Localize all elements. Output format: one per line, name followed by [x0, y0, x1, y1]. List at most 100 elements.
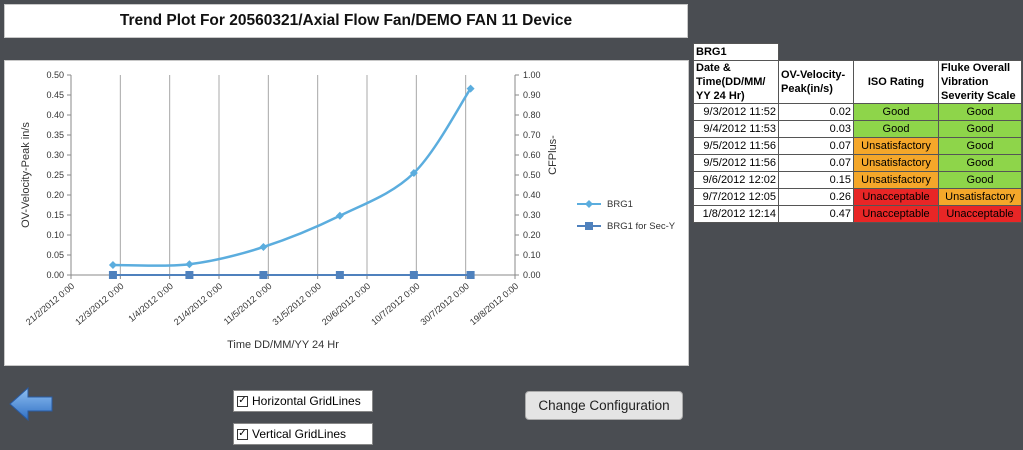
y-tick-label: 0.45 [46, 90, 64, 100]
y-tick-label: 0.00 [46, 270, 64, 280]
cell-datetime: 9/5/2012 11:56 [693, 137, 779, 155]
y-tick-label: 0.10 [46, 230, 64, 240]
cell-velocity: 0.03 [778, 120, 854, 138]
table-header-row: Date & Time(DD/MM/ YY 24 Hr) OV-Velocity… [693, 60, 1022, 104]
x-tick-label: 20/6/2012 0:00 [320, 281, 372, 327]
cell-velocity: 0.02 [778, 103, 854, 121]
data-point-brg1-sec-y [409, 271, 418, 279]
cell-iso-rating: Unsatisfactory [853, 154, 939, 172]
x-axis-label: Time DD/MM/YY 24 Hr [227, 339, 339, 351]
y2-tick-label: 0.00 [523, 270, 541, 280]
y-tick-label: 0.50 [46, 70, 64, 80]
header-datetime: Date & Time(DD/MM/ YY 24 Hr) [693, 60, 779, 104]
vertical-gridlines-checkbox[interactable]: ✓ Vertical GridLines [233, 423, 373, 445]
vertical-gridlines-label: Vertical GridLines [252, 427, 347, 441]
cell-datetime: 9/6/2012 12:02 [693, 171, 779, 189]
data-point-brg1-sec-y [335, 271, 344, 279]
data-point-brg1-sec-y [259, 271, 268, 279]
cell-iso-rating: Unacceptable [853, 205, 939, 223]
x-tick-label: 10/7/2012 0:00 [369, 281, 421, 327]
header-iso: ISO Rating [853, 60, 939, 104]
horizontal-gridlines-label: Horizontal GridLines [252, 394, 361, 408]
y2-tick-label: 0.10 [523, 250, 541, 260]
change-configuration-button[interactable]: Change Configuration [525, 391, 683, 420]
back-arrow-icon[interactable] [8, 386, 54, 422]
data-point-brg1 [108, 261, 117, 269]
header-velocity: OV-Velocity- Peak(in/s) [778, 60, 854, 104]
table-title: BRG1 [693, 43, 779, 61]
y2-tick-label: 0.20 [523, 230, 541, 240]
readings-table: BRG1 Date & Time(DD/MM/ YY 24 Hr) OV-Vel… [693, 43, 1022, 223]
cell-fluke-rating: Good [938, 103, 1022, 121]
y-tick-label: 0.15 [46, 210, 64, 220]
data-point-brg1 [259, 243, 268, 251]
legend-marker-brg1-sec-y [585, 222, 593, 230]
legend-label-brg1: BRG1 [607, 199, 633, 210]
table-row: 9/7/2012 12:05 0.26 Unacceptable Unsatisfac… [693, 188, 1022, 206]
header-fluke: Fluke Overall Vibration Severity Scale [938, 60, 1022, 104]
data-point-brg1-sec-y [108, 271, 117, 279]
data-point-brg1-sec-y [185, 271, 194, 279]
horizontal-gridlines-checkbox[interactable]: ✓ Horizontal GridLines [233, 390, 373, 412]
table-row: 1/8/2012 12:14 0.47 Unacceptable Unacceptab… [693, 205, 1022, 223]
y2-tick-label: 0.80 [523, 110, 541, 120]
data-point-brg1 [335, 211, 344, 220]
y-tick-label: 0.30 [46, 150, 64, 160]
cell-velocity: 0.26 [778, 188, 854, 206]
data-point-brg1 [185, 260, 194, 269]
cell-iso-rating: Unsatisfactory [853, 137, 939, 155]
cell-fluke-rating: Good [938, 120, 1022, 138]
x-tick-label: 31/5/2012 0:00 [271, 281, 323, 327]
cell-fluke-rating: Good [938, 137, 1022, 155]
series-line-brg1 [112, 87, 472, 267]
cell-velocity: 0.07 [778, 137, 854, 155]
trend-chart-svg: 0.00 0.05 0.10 0.15 0.20 0.25 0.30 0.35 0.40 0.45… [20, 70, 676, 351]
y-tick-label: 0.40 [46, 110, 64, 120]
y2-tick-label: 0.70 [523, 130, 541, 140]
cell-datetime: 9/4/2012 11:53 [693, 120, 779, 138]
y2-tick-label: 0.50 [523, 170, 541, 180]
y-tick-label: 0.35 [46, 130, 64, 140]
data-point-brg1-sec-y [466, 271, 475, 279]
checkbox-check-icon[interactable]: ✓ [237, 427, 248, 440]
y2-tick-label: 1.00 [523, 70, 541, 80]
cell-fluke-rating: Good [938, 171, 1022, 189]
cell-fluke-rating: Unacceptable [938, 205, 1022, 223]
y-tick-label: 0.25 [46, 170, 64, 180]
table-row: 9/6/2012 12:02 0.15 Unsatisfactory Good [693, 171, 1022, 189]
y2-tick-label: 0.90 [523, 90, 541, 100]
x-tick-label: 19/8/2012 0:00 [468, 281, 520, 327]
x-tick-label: 30/7/2012 0:00 [419, 281, 471, 327]
cell-iso-rating: Good [853, 103, 939, 121]
x-tick-label: 21/2/2012 0:00 [24, 281, 76, 327]
x-tick-label: 12/3/2012 0:00 [73, 281, 125, 327]
data-point-brg1 [466, 84, 475, 93]
cell-datetime: 1/8/2012 12:14 [693, 205, 779, 223]
y-tick-label: 0.20 [46, 190, 64, 200]
trend-chart: 0.00 0.05 0.10 0.15 0.20 0.25 0.30 0.35 0.40 0.45… [4, 60, 689, 366]
cell-velocity: 0.47 [778, 205, 854, 223]
checkbox-check-icon[interactable]: ✓ [237, 394, 248, 407]
y-tick-label: 0.05 [46, 250, 64, 260]
y2-tick-label: 0.30 [523, 210, 541, 220]
table-row: 9/3/2012 11:52 0.02 Good Good [693, 103, 1022, 121]
cell-iso-rating: Unsatisfactory [853, 171, 939, 189]
page-title: Trend Plot For 20560321/Axial Flow Fan/D… [4, 4, 688, 38]
cell-fluke-rating: Unsatisfactory [938, 188, 1022, 206]
cell-iso-rating: Unacceptable [853, 188, 939, 206]
y2-tick-label: 0.60 [523, 150, 541, 160]
x-tick-label: 11/5/2012 0:00 [222, 281, 274, 327]
cell-velocity: 0.07 [778, 154, 854, 172]
cell-datetime: 9/5/2012 11:56 [693, 154, 779, 172]
table-row: 9/5/2012 11:56 0.07 Unsatisfactory Good [693, 137, 1022, 155]
legend-label-brg1-sec-y: BRG1 for Sec-Y [607, 221, 676, 232]
cell-velocity: 0.15 [778, 171, 854, 189]
x-tick-label: 1/4/2012 0:00 [126, 281, 175, 324]
cell-fluke-rating: Good [938, 154, 1022, 172]
y2-axis-label: CFPlus- [547, 135, 559, 175]
table-row: 9/5/2012 11:56 0.07 Unsatisfactory Good [693, 154, 1022, 172]
x-tick-label: 21/4/2012 0:00 [172, 281, 224, 327]
cell-datetime: 9/3/2012 11:52 [693, 103, 779, 121]
cell-datetime: 9/7/2012 12:05 [693, 188, 779, 206]
data-point-brg1 [409, 169, 418, 177]
